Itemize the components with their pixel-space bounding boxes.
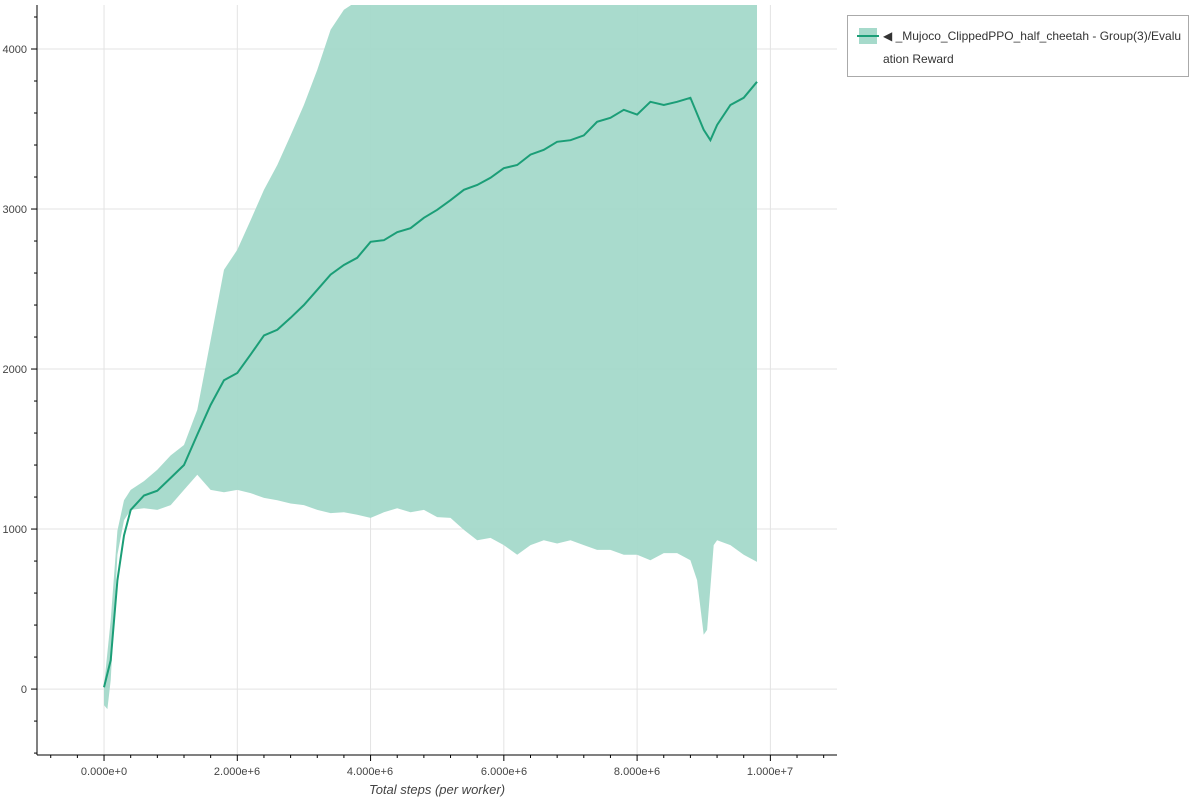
x-tick-label: 8.000e+6 xyxy=(614,766,660,778)
x-tick-label: 6.000e+6 xyxy=(481,766,527,778)
y-tick-label: 3000 xyxy=(3,204,27,216)
legend-label-continued: ation Reward xyxy=(883,52,954,66)
x-tick-label: 1.000e+7 xyxy=(747,766,793,778)
legend[interactable]: ◀ _Mujoco_ClippedPPO_half_cheetah - Grou… xyxy=(847,15,1189,77)
mean-line xyxy=(103,81,758,688)
y-tick-label: 4000 xyxy=(3,44,27,56)
legend-swatch xyxy=(857,28,879,44)
x-tick-label: 0.000e+0 xyxy=(81,766,127,778)
y-tick-label: 1000 xyxy=(3,524,27,536)
legend-label: ◀ _Mujoco_ClippedPPO_half_cheetah - Grou… xyxy=(883,29,1182,43)
x-tick-label: 2.000e+6 xyxy=(214,766,260,778)
confidence-band xyxy=(104,5,757,710)
ticks xyxy=(31,16,825,761)
x-tick-label: 4.000e+6 xyxy=(347,766,393,778)
y-tick-label: 2000 xyxy=(3,364,27,376)
y-tick-label: 0 xyxy=(21,684,27,696)
x-axis-label: Total steps (per worker) xyxy=(369,782,505,797)
